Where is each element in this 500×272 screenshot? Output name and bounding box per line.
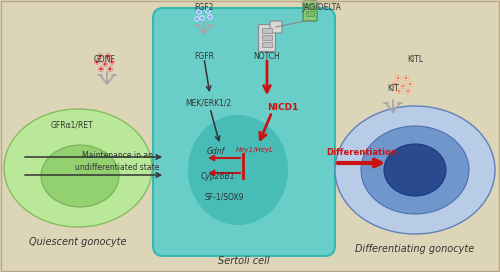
Text: Maintenance in an
undifferentiated state: Maintenance in an undifferentiated state xyxy=(75,151,159,172)
Text: Differentiating gonocyte: Differentiating gonocyte xyxy=(356,244,474,254)
Text: Cyp26B1: Cyp26B1 xyxy=(200,172,235,181)
Bar xyxy=(262,28,272,33)
Circle shape xyxy=(200,16,204,20)
FancyBboxPatch shape xyxy=(258,24,276,51)
Circle shape xyxy=(108,67,112,71)
Circle shape xyxy=(408,82,412,86)
Text: GFRα1/RET: GFRα1/RET xyxy=(50,120,94,129)
FancyBboxPatch shape xyxy=(303,1,317,21)
Circle shape xyxy=(401,84,405,88)
Text: MEK/ERK1/2: MEK/ERK1/2 xyxy=(185,98,231,107)
Ellipse shape xyxy=(188,115,288,225)
Circle shape xyxy=(206,9,210,13)
Circle shape xyxy=(208,15,212,19)
Circle shape xyxy=(197,10,201,14)
Text: Quiescent gonocyte: Quiescent gonocyte xyxy=(29,237,127,247)
FancyBboxPatch shape xyxy=(270,21,282,33)
Bar xyxy=(306,11,314,16)
Circle shape xyxy=(95,60,99,64)
Text: Hey1/HeyL: Hey1/HeyL xyxy=(236,147,274,153)
Text: FGF2: FGF2 xyxy=(194,3,214,12)
Text: Sertoli cell: Sertoli cell xyxy=(218,256,270,266)
Ellipse shape xyxy=(41,145,119,207)
Circle shape xyxy=(393,82,397,86)
Text: KITL: KITL xyxy=(407,55,423,64)
Ellipse shape xyxy=(384,144,446,196)
FancyBboxPatch shape xyxy=(153,8,335,256)
Bar xyxy=(262,42,272,47)
Circle shape xyxy=(406,89,410,93)
Text: FGFR: FGFR xyxy=(194,52,214,61)
Text: GDNF: GDNF xyxy=(94,55,116,64)
Text: Differentiation: Differentiation xyxy=(326,148,398,157)
Text: JAG/DELTA: JAG/DELTA xyxy=(302,3,342,12)
Circle shape xyxy=(195,17,199,21)
Text: SF-1/SOX9: SF-1/SOX9 xyxy=(204,192,244,201)
Circle shape xyxy=(99,67,103,71)
Circle shape xyxy=(103,62,107,66)
Text: KIT: KIT xyxy=(387,84,399,93)
Ellipse shape xyxy=(335,106,495,234)
Ellipse shape xyxy=(4,109,152,227)
Text: Gdnf: Gdnf xyxy=(207,147,225,156)
Circle shape xyxy=(404,76,408,80)
Bar xyxy=(306,4,314,9)
Circle shape xyxy=(397,89,401,93)
Circle shape xyxy=(110,60,114,64)
Circle shape xyxy=(106,54,110,58)
Text: NICD1: NICD1 xyxy=(268,103,298,112)
Circle shape xyxy=(98,54,102,58)
Circle shape xyxy=(396,76,400,80)
Bar xyxy=(262,35,272,40)
Ellipse shape xyxy=(361,126,469,214)
Text: NOTCH: NOTCH xyxy=(254,52,280,61)
